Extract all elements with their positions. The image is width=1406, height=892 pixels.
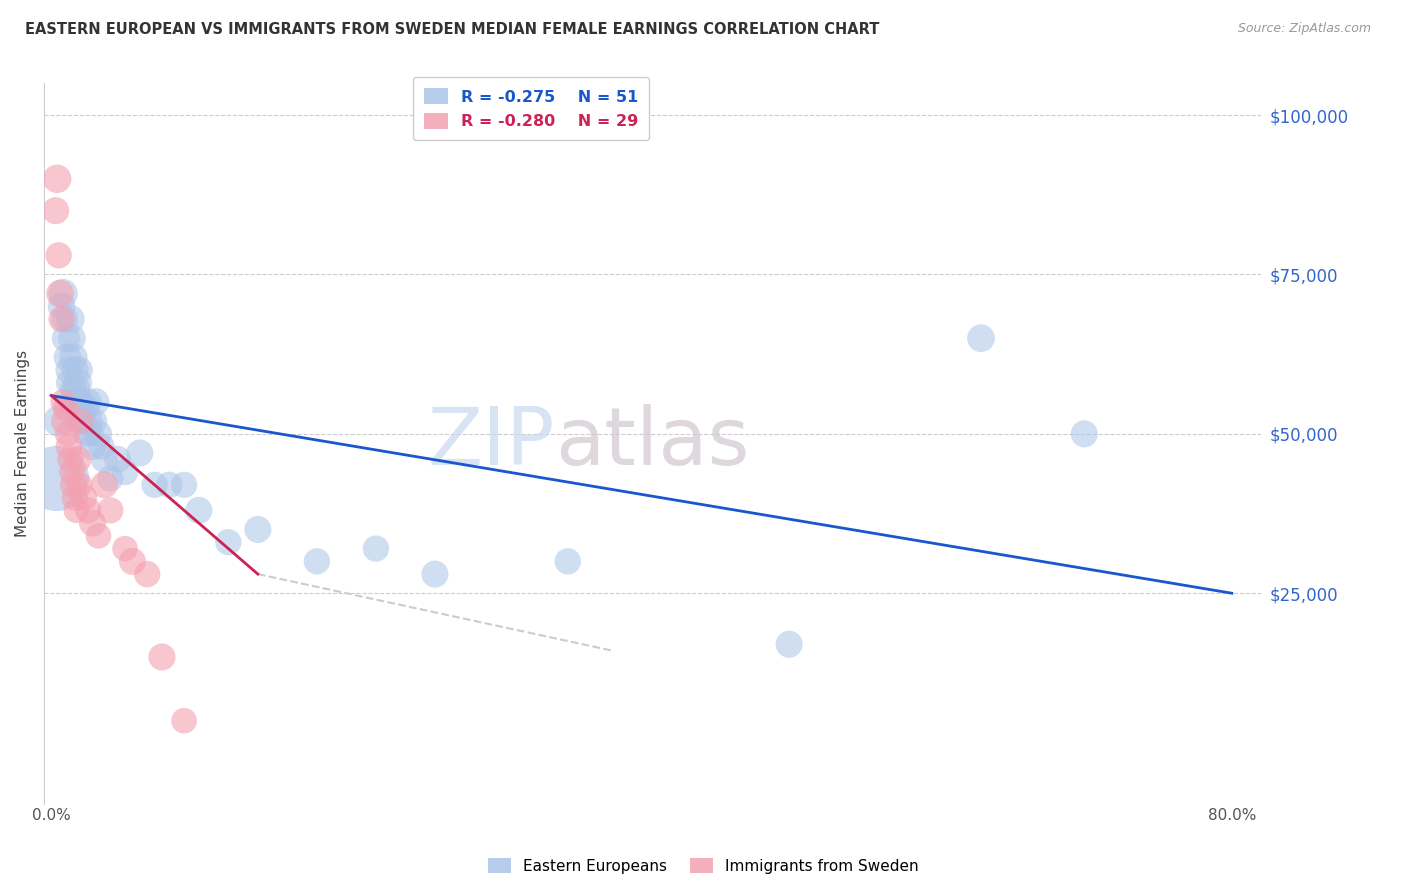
- Point: [52, 395, 75, 409]
- Point: [80, 426, 103, 441]
- Point: [60, 395, 83, 409]
- Point: [46, 171, 69, 186]
- Point: [59, 452, 82, 467]
- Point: [114, 465, 136, 479]
- Point: [77, 395, 100, 409]
- Point: [84, 395, 107, 409]
- Point: [69, 395, 91, 409]
- Text: EASTERN EUROPEAN VS IMMIGRANTS FROM SWEDEN MEDIAN FEMALE EARNINGS CORRELATION CH: EASTERN EUROPEAN VS IMMIGRANTS FROM SWED…: [25, 22, 880, 37]
- Point: [65, 503, 87, 517]
- Point: [778, 637, 800, 651]
- Point: [79, 414, 101, 428]
- Point: [173, 714, 195, 728]
- Point: [77, 503, 100, 517]
- Point: [150, 650, 173, 665]
- Point: [82, 516, 104, 530]
- Point: [56, 426, 79, 441]
- Point: [60, 331, 83, 345]
- Point: [173, 478, 195, 492]
- Point: [65, 382, 87, 396]
- Point: [53, 312, 76, 326]
- Point: [83, 414, 105, 428]
- Point: [45, 471, 67, 485]
- Point: [246, 523, 269, 537]
- Point: [60, 465, 83, 479]
- Point: [63, 363, 86, 377]
- Point: [66, 376, 89, 390]
- Legend: R = -0.275    N = 51, R = -0.280    N = 29: R = -0.275 N = 51, R = -0.280 N = 29: [413, 77, 650, 140]
- Point: [63, 491, 86, 505]
- Point: [423, 567, 446, 582]
- Point: [52, 286, 75, 301]
- Point: [114, 541, 136, 556]
- Point: [51, 312, 73, 326]
- Point: [62, 382, 84, 396]
- Point: [66, 452, 89, 467]
- Point: [58, 363, 80, 377]
- Point: [73, 414, 96, 428]
- Point: [67, 478, 90, 492]
- Legend: Eastern Europeans, Immigrants from Sweden: Eastern Europeans, Immigrants from Swede…: [481, 852, 925, 880]
- Point: [87, 529, 110, 543]
- Point: [136, 567, 159, 582]
- Text: Source: ZipAtlas.com: Source: ZipAtlas.com: [1237, 22, 1371, 36]
- Point: [121, 554, 143, 568]
- Point: [75, 401, 97, 416]
- Text: ZIP: ZIP: [427, 404, 555, 483]
- Point: [93, 452, 115, 467]
- Point: [67, 363, 90, 377]
- Point: [76, 426, 98, 441]
- Point: [49, 286, 72, 301]
- Point: [157, 478, 180, 492]
- Point: [93, 478, 115, 492]
- Point: [55, 331, 77, 345]
- Point: [59, 312, 82, 326]
- Point: [364, 541, 387, 556]
- Point: [128, 446, 150, 460]
- Point: [98, 503, 121, 517]
- Point: [63, 395, 86, 409]
- Point: [62, 478, 84, 492]
- Point: [82, 440, 104, 454]
- Point: [305, 554, 328, 568]
- Point: [72, 408, 94, 422]
- Point: [56, 351, 79, 365]
- Point: [970, 331, 993, 345]
- Point: [187, 503, 209, 517]
- Point: [90, 440, 112, 454]
- Point: [48, 414, 70, 428]
- Point: [69, 414, 91, 428]
- Point: [66, 395, 89, 409]
- Point: [98, 471, 121, 485]
- Point: [217, 535, 239, 549]
- Point: [107, 452, 129, 467]
- Point: [62, 351, 84, 365]
- Point: [143, 478, 166, 492]
- Point: [48, 248, 70, 262]
- Point: [53, 414, 76, 428]
- Point: [1073, 426, 1095, 441]
- Y-axis label: Median Female Earnings: Median Female Earnings: [15, 350, 30, 537]
- Point: [65, 414, 87, 428]
- Point: [73, 491, 96, 505]
- Text: atlas: atlas: [555, 404, 749, 483]
- Point: [55, 401, 77, 416]
- Point: [51, 299, 73, 313]
- Point: [87, 426, 110, 441]
- Point: [58, 440, 80, 454]
- Point: [557, 554, 579, 568]
- Point: [45, 203, 67, 218]
- Point: [58, 376, 80, 390]
